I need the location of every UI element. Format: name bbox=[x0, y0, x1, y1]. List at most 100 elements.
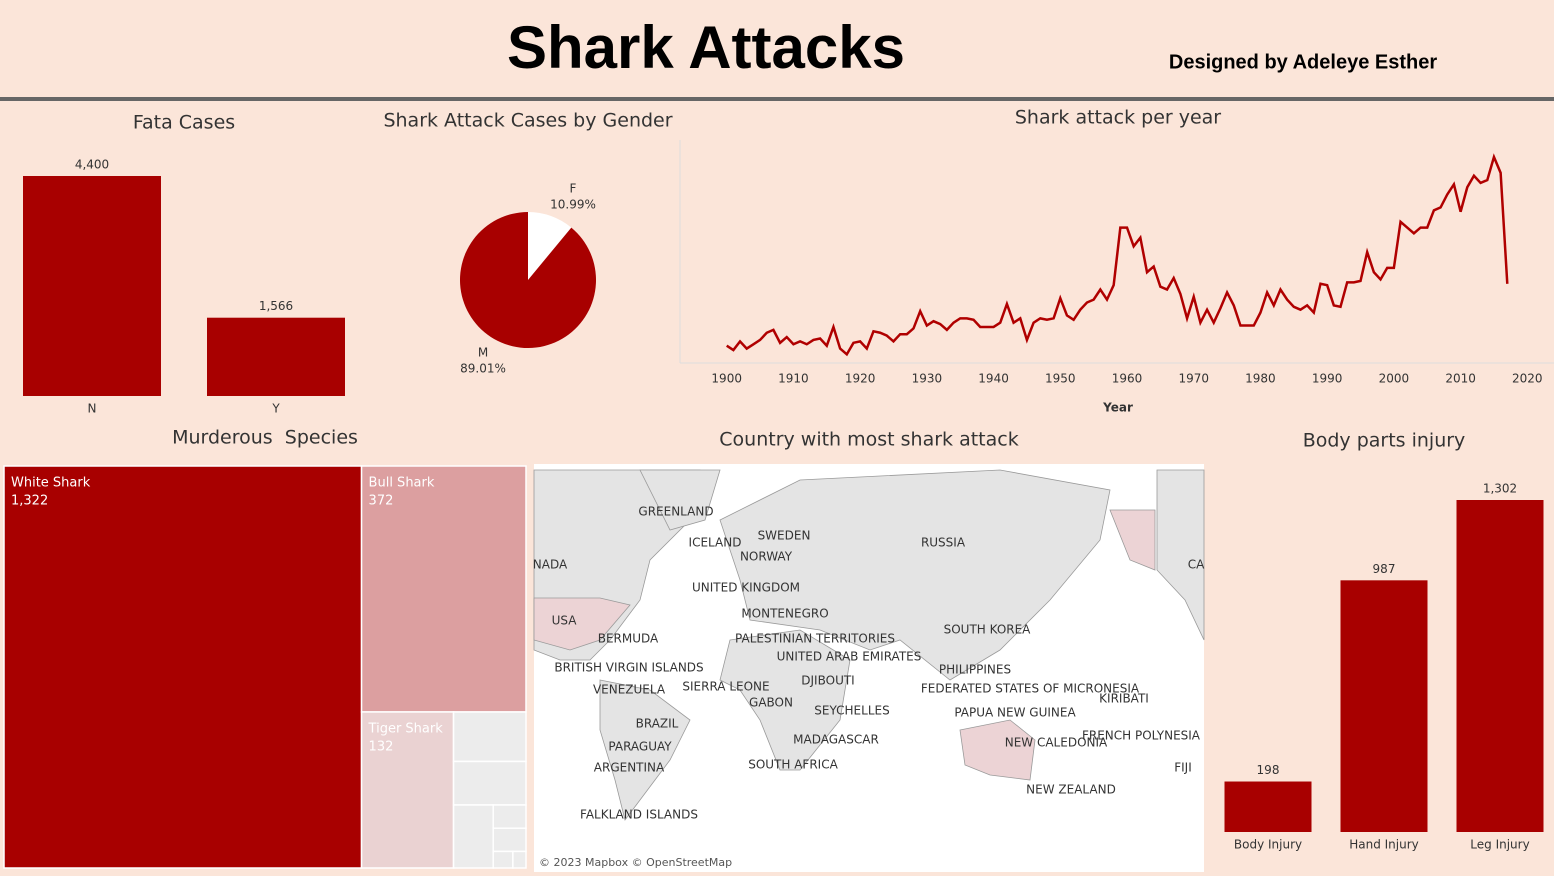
pie-slice bbox=[528, 212, 572, 280]
tile-label: Bull Shark bbox=[369, 476, 435, 491]
map-label: ICELAND bbox=[689, 536, 742, 550]
tile-label: Tiger Shark bbox=[368, 721, 444, 736]
land bbox=[639, 469, 721, 531]
map-label: PALESTINIAN TERRITORIES bbox=[735, 632, 895, 646]
map-label: SWEDEN bbox=[758, 529, 811, 543]
land bbox=[719, 469, 1111, 681]
x-tick-label: 2020 bbox=[1512, 372, 1543, 386]
highlighted-country bbox=[959, 719, 1036, 781]
map-label: BERMUDA bbox=[598, 632, 659, 646]
line bbox=[726, 153, 1509, 357]
x-tick-label: Hand Injury bbox=[1349, 838, 1419, 852]
x-tick-label: 1920 bbox=[845, 372, 876, 386]
treemap-tile bbox=[492, 804, 527, 829]
x-tick-label: Y bbox=[271, 402, 280, 416]
header-rule bbox=[0, 97, 1554, 101]
map-label: FIJI bbox=[1174, 761, 1192, 775]
map-label: GABON bbox=[749, 696, 793, 710]
chart-title: Shark attack per year bbox=[1015, 107, 1221, 129]
map-label: NADA bbox=[533, 558, 568, 572]
map-label: DJIBOUTI bbox=[801, 674, 854, 688]
slice-value: 89.01% bbox=[460, 362, 506, 376]
treemap-tile bbox=[492, 827, 527, 853]
x-tick-label: 1910 bbox=[778, 372, 809, 386]
value-label: 987 bbox=[1373, 562, 1396, 576]
map-attribution: © 2023 Mapbox © OpenStreetMap bbox=[539, 856, 732, 869]
chart-title: Country with most shark attack bbox=[719, 429, 1018, 451]
map-label: SOUTH KOREA bbox=[944, 623, 1032, 637]
slice-label: F bbox=[570, 182, 577, 196]
tile-value: 1,322 bbox=[11, 494, 48, 509]
slice-value: 10.99% bbox=[550, 198, 596, 212]
slice-label: M bbox=[478, 346, 488, 360]
map-label: MADAGASCAR bbox=[793, 733, 879, 747]
chart-title: Body parts injury bbox=[1303, 430, 1466, 452]
bar bbox=[1340, 580, 1428, 832]
map-label: CA bbox=[1188, 558, 1205, 572]
chart-title: Murderous Species bbox=[172, 427, 358, 449]
x-tick-label: 1970 bbox=[1178, 372, 1209, 386]
map-label: PARAGUAY bbox=[608, 740, 672, 754]
value-label: 4,400 bbox=[75, 158, 109, 172]
map-label: SIERRA LEONE bbox=[682, 680, 769, 694]
map-label: UNITED KINGDOM bbox=[692, 581, 800, 595]
subtitle: Designed by Adeleye Esther bbox=[1169, 51, 1437, 73]
land bbox=[599, 679, 691, 821]
map-label: VENEZUELA bbox=[593, 683, 666, 697]
chart-title: Fata Cases bbox=[133, 112, 235, 134]
map-label: GREENLAND bbox=[638, 505, 713, 519]
map-label: SOUTH AFRICA bbox=[748, 758, 838, 772]
map-label: FALKLAND ISLANDS bbox=[580, 808, 698, 822]
treemap-tile bbox=[452, 804, 494, 869]
map-label: MONTENEGRO bbox=[741, 607, 828, 621]
map-label: NEW ZEALAND bbox=[1026, 783, 1116, 797]
bar bbox=[1224, 781, 1312, 832]
bar bbox=[1456, 500, 1544, 832]
map-label: SEYCHELLES bbox=[814, 704, 889, 718]
map-label: RUSSIA bbox=[921, 536, 966, 550]
title: Shark Attacks bbox=[507, 14, 905, 81]
map-label: NORWAY bbox=[740, 550, 793, 564]
x-tick-label: N bbox=[88, 402, 97, 416]
x-tick-label: 1990 bbox=[1312, 372, 1343, 386]
map-label: BRITISH VIRGIN ISLANDS bbox=[554, 661, 703, 675]
map-label: NEW CALEDONIA bbox=[1005, 736, 1108, 750]
map-label: PAPUA NEW GUINEA bbox=[954, 706, 1076, 720]
map-label: FEDERATED STATES OF MICRONESIA bbox=[921, 682, 1140, 696]
value-label: 1,302 bbox=[1483, 482, 1517, 496]
bar bbox=[207, 317, 345, 396]
x-tick-label: 1930 bbox=[912, 372, 943, 386]
x-tick-label: 1940 bbox=[978, 372, 1009, 386]
tile-value: 132 bbox=[369, 739, 394, 754]
x-tick-label: 1980 bbox=[1245, 372, 1276, 386]
treemap-tile bbox=[360, 465, 527, 713]
x-axis-label: Year bbox=[1102, 401, 1133, 415]
map-label: PHILIPPINES bbox=[939, 663, 1011, 677]
map-label: UNITED ARAB EMIRATES bbox=[777, 650, 922, 664]
x-tick-label: 2010 bbox=[1445, 372, 1476, 386]
chart-title: Shark Attack Cases by Gender bbox=[383, 110, 672, 132]
tile-label: White Shark bbox=[11, 476, 91, 491]
treemap-tile bbox=[492, 850, 514, 869]
x-tick-label: 2000 bbox=[1379, 372, 1410, 386]
treemap-tile bbox=[360, 711, 455, 869]
x-tick-label: 1950 bbox=[1045, 372, 1076, 386]
x-tick-label: Body Injury bbox=[1234, 838, 1302, 852]
land bbox=[719, 629, 851, 771]
treemap-tile bbox=[3, 465, 363, 869]
value-label: 198 bbox=[1257, 763, 1280, 777]
map-label: BRAZIL bbox=[636, 717, 679, 731]
treemap-tile bbox=[452, 711, 527, 763]
x-tick-label: 1900 bbox=[711, 372, 742, 386]
bar bbox=[23, 176, 161, 396]
land bbox=[1156, 469, 1205, 641]
treemap-tile bbox=[512, 850, 527, 869]
map-label: KIRIBATI bbox=[1099, 692, 1149, 706]
map-base bbox=[533, 464, 1205, 872]
pie-slice bbox=[460, 212, 596, 348]
value-label: 1,566 bbox=[259, 299, 293, 313]
x-tick-label: Leg Injury bbox=[1470, 838, 1529, 852]
tile-value: 372 bbox=[369, 494, 394, 509]
map-label: ARGENTINA bbox=[594, 761, 665, 775]
